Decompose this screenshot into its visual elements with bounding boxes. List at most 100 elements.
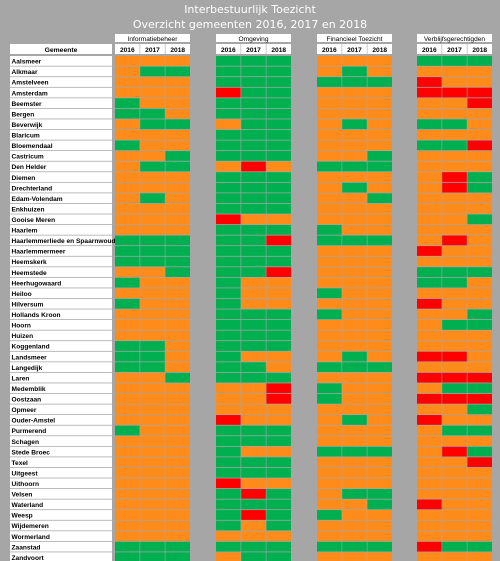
status-cell	[342, 151, 367, 161]
status-cell	[216, 77, 241, 87]
status-cell	[241, 488, 266, 499]
status-cell	[266, 66, 291, 77]
municipality-name-box	[10, 531, 112, 541]
municipality-name-box	[10, 235, 112, 246]
status-cell	[467, 330, 492, 341]
status-cell	[367, 520, 392, 531]
status-cell	[417, 256, 442, 267]
municipality-name: Diemen	[12, 175, 36, 182]
status-cell	[442, 415, 467, 425]
status-cell	[317, 298, 342, 309]
status-cell	[317, 457, 342, 468]
status-cell	[367, 193, 392, 204]
status-cell	[417, 182, 442, 193]
status-cell	[241, 151, 266, 161]
status-cell	[417, 351, 442, 362]
municipality-name: Opmeer	[12, 407, 37, 414]
status-cell	[241, 393, 266, 404]
status-cell	[266, 520, 291, 531]
year-header-box	[467, 44, 492, 54]
status-cell	[342, 224, 367, 235]
status-cell	[115, 436, 140, 446]
municipality-name: Aalsmeer	[12, 59, 42, 66]
status-cell	[367, 246, 392, 256]
status-cell	[342, 56, 367, 66]
status-cell	[317, 488, 342, 499]
status-cell	[140, 151, 165, 161]
municipality-name: Zandvoort	[12, 555, 45, 561]
municipality-name-box	[10, 467, 112, 478]
municipality-name: Enkhuizen	[12, 206, 45, 213]
status-cell	[140, 214, 165, 225]
municipality-name: Gooise Meren	[12, 217, 56, 224]
status-cell	[165, 246, 190, 256]
status-cell	[165, 182, 190, 193]
status-cell	[165, 372, 190, 383]
status-cell	[342, 520, 367, 531]
municipality-name: Haarlem	[12, 228, 38, 235]
municipality-name-box	[10, 415, 112, 425]
status-cell	[467, 309, 492, 320]
status-cell	[367, 235, 392, 246]
status-cell	[442, 446, 467, 457]
status-cell	[367, 362, 392, 373]
status-cell	[241, 415, 266, 425]
status-cell	[467, 457, 492, 468]
status-cell	[317, 478, 342, 489]
status-cell	[216, 404, 241, 415]
status-cell	[165, 161, 190, 172]
status-cell	[467, 214, 492, 225]
status-cell	[140, 119, 165, 130]
status-cell	[367, 87, 392, 98]
municipality-name: Wormerland	[12, 534, 50, 541]
municipality-name: Bergen	[12, 111, 35, 118]
status-cell	[417, 320, 442, 330]
status-cell	[317, 520, 342, 531]
status-cell	[115, 415, 140, 425]
status-cell	[115, 510, 140, 520]
status-cell	[266, 393, 291, 404]
status-cell	[467, 404, 492, 415]
status-cell	[367, 478, 392, 489]
status-cell	[140, 246, 165, 256]
municipality-name: Alkmaar	[12, 69, 38, 76]
status-cell	[317, 140, 342, 151]
status-cell	[367, 383, 392, 394]
municipality-name: Hollands Kroon	[12, 312, 61, 319]
status-cell	[467, 552, 492, 561]
status-cell	[266, 161, 291, 172]
status-cell	[140, 309, 165, 320]
status-cell	[115, 129, 140, 140]
status-cell	[216, 203, 241, 214]
status-cell	[115, 425, 140, 436]
status-cell	[367, 172, 392, 182]
year-header-box	[266, 44, 291, 54]
municipality-name-box	[10, 129, 112, 140]
status-cell	[317, 288, 342, 299]
municipality-name: Uitgeest	[12, 470, 39, 477]
status-cell	[467, 203, 492, 214]
row-header-label: Gemeente	[45, 47, 78, 54]
status-cell	[266, 87, 291, 98]
municipality-name-box	[10, 172, 112, 182]
status-cell	[367, 541, 392, 552]
status-cell	[115, 172, 140, 182]
status-cell	[417, 235, 442, 246]
status-cell	[367, 393, 392, 404]
status-cell	[442, 393, 467, 404]
status-cell	[317, 277, 342, 288]
status-cell	[241, 531, 266, 541]
status-cell	[442, 129, 467, 140]
status-cell	[467, 288, 492, 299]
status-cell	[417, 436, 442, 446]
status-cell	[115, 467, 140, 478]
status-cell	[342, 214, 367, 225]
status-cell	[216, 320, 241, 330]
status-cell	[342, 330, 367, 341]
status-cell	[317, 246, 342, 256]
status-cell	[165, 56, 190, 66]
status-cell	[442, 351, 467, 362]
status-cell	[115, 235, 140, 246]
status-cell	[140, 108, 165, 119]
municipality-name-box	[10, 98, 112, 109]
